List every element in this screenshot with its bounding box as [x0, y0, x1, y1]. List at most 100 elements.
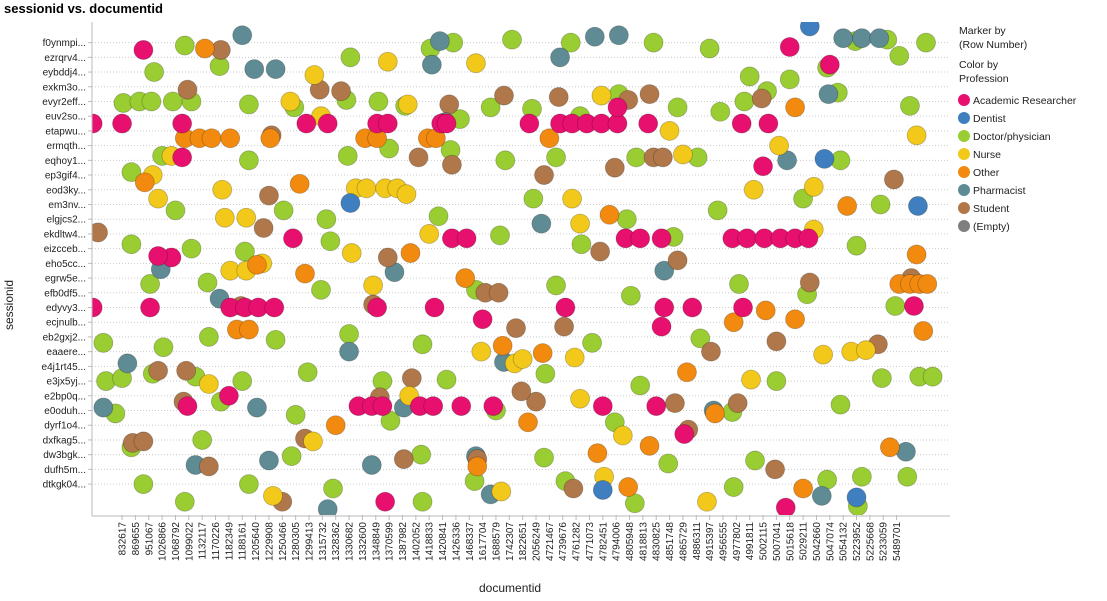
data-point-academic-researcher[interactable] [112, 113, 132, 134]
data-point-doctor-physician[interactable] [734, 91, 755, 112]
data-point-academic-researcher[interactable] [651, 228, 672, 249]
data-point-doctor-physician[interactable] [340, 47, 361, 68]
data-point-pharmacist[interactable] [429, 31, 450, 52]
data-point-doctor-physician[interactable] [546, 275, 566, 296]
data-point-academic-researcher[interactable] [367, 297, 388, 318]
data-point-student[interactable] [377, 247, 398, 268]
data-point-doctor-physician[interactable] [667, 97, 688, 118]
data-point-academic-researcher[interactable] [218, 385, 239, 406]
data-point-student[interactable] [751, 88, 772, 109]
data-point-academic-researcher[interactable] [654, 297, 675, 318]
data-point-pharmacist[interactable] [339, 341, 359, 362]
data-point-other[interactable] [239, 319, 259, 340]
data-point-pharmacist[interactable] [777, 150, 797, 171]
data-point-doctor-physician[interactable] [428, 206, 449, 227]
data-point-doctor-physician[interactable] [337, 146, 358, 166]
data-point-other[interactable] [325, 415, 346, 436]
data-point-doctor-physician[interactable] [174, 491, 195, 512]
legend-item[interactable]: (Empty) [958, 220, 1010, 233]
data-point-nurse[interactable] [214, 207, 235, 228]
data-point-doctor-physician[interactable] [739, 66, 760, 87]
data-point-nurse[interactable] [377, 51, 398, 72]
data-point-doctor-physician[interactable] [616, 209, 637, 230]
data-point-dentist[interactable] [340, 193, 361, 213]
data-point-doctor-physician[interactable] [707, 200, 728, 221]
data-point-student[interactable] [766, 331, 787, 352]
data-point-academic-researcher[interactable] [592, 396, 613, 416]
data-point-doctor-physician[interactable] [630, 375, 651, 396]
data-point-doctor-physician[interactable] [626, 147, 647, 168]
data-point-doctor-physician[interactable] [620, 285, 641, 306]
data-point-academic-researcher[interactable] [377, 113, 398, 134]
data-point-nurse[interactable] [341, 243, 362, 263]
data-point-doctor-physician[interactable] [232, 371, 253, 391]
data-point-other[interactable] [492, 335, 513, 356]
legend-item[interactable]: Dentist [958, 112, 1006, 125]
data-point-nurse[interactable] [659, 121, 680, 141]
data-point-doctor-physician[interactable] [380, 410, 401, 431]
data-point-pharmacist[interactable] [247, 397, 267, 418]
legend-item[interactable]: Student [958, 202, 1009, 215]
data-point-student[interactable] [408, 147, 429, 168]
data-point-other[interactable] [220, 128, 241, 149]
data-point-pharmacist[interactable] [550, 47, 570, 68]
data-point-other[interactable] [467, 456, 488, 477]
data-point-academic-researcher[interactable] [83, 297, 103, 318]
data-point-doctor-physician[interactable] [490, 225, 510, 246]
data-point-academic-researcher[interactable] [819, 54, 840, 75]
data-point-student[interactable] [884, 169, 904, 190]
data-point-nurse[interactable] [906, 125, 927, 146]
data-point-student[interactable] [89, 222, 108, 243]
data-point-academic-researcher[interactable] [733, 297, 753, 318]
data-point-nurse[interactable] [491, 481, 512, 502]
data-point-pharmacist[interactable] [317, 499, 338, 519]
data-point-nurse[interactable] [263, 485, 283, 506]
legend-item[interactable]: Nurse [958, 148, 1001, 161]
data-point-student[interactable] [799, 272, 820, 293]
data-point-doctor-physician[interactable] [922, 366, 943, 387]
data-point-doctor-physician[interactable] [297, 362, 318, 383]
data-point-doctor-physician[interactable] [141, 91, 162, 112]
data-point-nurse[interactable] [212, 179, 233, 200]
data-point-doctor-physician[interactable] [690, 328, 711, 349]
data-point-doctor-physician[interactable] [710, 101, 731, 122]
data-point-other[interactable] [194, 38, 215, 59]
data-point-doctor-physician[interactable] [93, 332, 114, 353]
data-point-other[interactable] [917, 274, 938, 294]
data-point-nurse[interactable] [356, 178, 377, 199]
data-point-dentist[interactable] [908, 196, 928, 216]
data-point-other[interactable] [247, 254, 267, 275]
data-point-student[interactable] [534, 165, 554, 185]
data-point-student[interactable] [253, 218, 274, 238]
data-point-other[interactable] [639, 435, 660, 456]
data-point-academic-researcher[interactable] [436, 113, 457, 134]
data-point-nurse[interactable] [280, 91, 301, 112]
data-point-academic-researcher[interactable] [731, 113, 752, 134]
data-point-doctor-physician[interactable] [311, 279, 331, 300]
data-point-doctor-physician[interactable] [502, 29, 522, 50]
data-point-doctor-physician[interactable] [523, 188, 544, 209]
legend-item[interactable]: Academic Researcher [958, 94, 1077, 107]
data-point-doctor-physician[interactable] [889, 45, 910, 66]
data-point-pharmacist[interactable] [531, 213, 552, 234]
data-point-dentist[interactable] [799, 17, 820, 37]
data-point-doctor-physician[interactable] [870, 194, 891, 215]
data-point-pharmacist[interactable] [851, 28, 872, 49]
data-point-student[interactable] [177, 79, 198, 100]
data-point-academic-researcher[interactable] [630, 228, 651, 249]
data-point-student[interactable] [701, 341, 721, 362]
data-point-academic-researcher[interactable] [172, 147, 193, 168]
data-point-nurse[interactable] [198, 374, 219, 394]
data-point-doctor-physician[interactable] [121, 234, 142, 255]
data-point-doctor-physician[interactable] [235, 241, 255, 262]
data-point-student[interactable] [506, 318, 526, 339]
data-point-academic-researcher[interactable] [472, 309, 493, 330]
data-point-nurse[interactable] [419, 224, 440, 244]
data-point-academic-researcher[interactable] [456, 228, 477, 249]
data-point-academic-researcher[interactable] [651, 316, 672, 337]
data-point-academic-researcher[interactable] [483, 396, 504, 416]
data-point-academic-researcher[interactable] [375, 491, 396, 512]
data-point-doctor-physician[interactable] [729, 274, 749, 294]
data-point-nurse[interactable] [148, 188, 169, 209]
data-point-other[interactable] [599, 204, 620, 225]
